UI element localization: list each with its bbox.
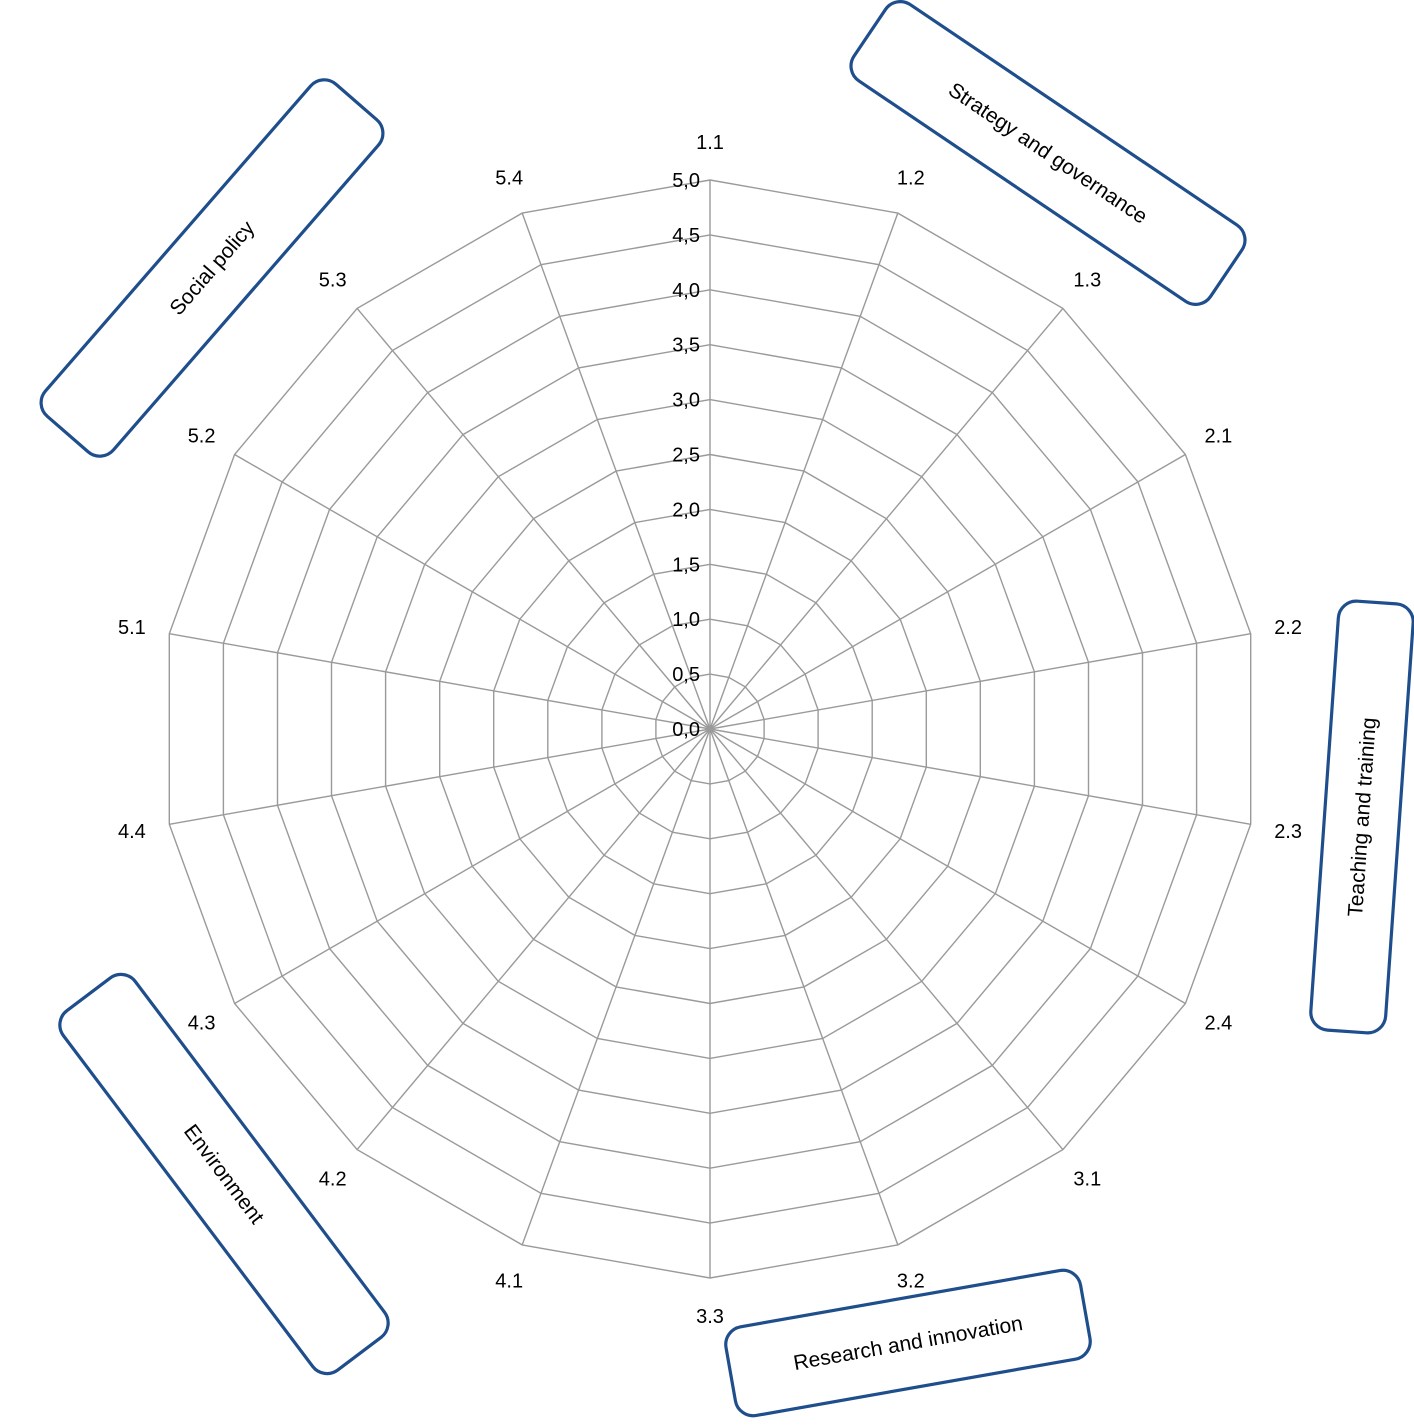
category-box-2: Teaching and training — [1309, 599, 1414, 1035]
axis-label-2.3: 2.3 — [1274, 821, 1302, 843]
axis-label-3.1: 3.1 — [1073, 1169, 1101, 1191]
spoke-3.1 — [709, 728, 1064, 1151]
axis-label-3.2: 3.2 — [897, 1271, 925, 1293]
axis-label-2.2: 2.2 — [1274, 617, 1302, 639]
spoke-4.4 — [169, 728, 711, 825]
category-box-border — [39, 78, 385, 458]
axis-label-5.4: 5.4 — [495, 167, 523, 189]
axis-label-4.2: 4.2 — [319, 1169, 347, 1191]
spoke-2.2 — [709, 633, 1251, 730]
radial-tick-labels: 0,0 0,5 1,0 1,5 2,0 2,5 3,0 3,5 4,0 4,5 5,0 — [672, 170, 700, 741]
spoke-4.1 — [521, 728, 711, 1246]
category-box-3: Research and innovation — [724, 1268, 1092, 1418]
spoke-5.3 — [356, 307, 711, 730]
tick-label: 3,5 — [672, 335, 700, 357]
category-boxes: Strategy and governance Teaching and trai… — [39, 0, 1414, 1418]
tick-label: 4,0 — [672, 280, 700, 302]
spoke-2.4 — [709, 728, 1186, 1005]
axis-labels: 1.1 1.2 1.3 2.1 2.2 2.3 2.4 3.1 3.2 3.3 4.1 4.2 4.3 4… — [118, 132, 1302, 1328]
tick-label: 1,5 — [672, 554, 700, 576]
tick-label: 5,0 — [672, 170, 700, 192]
category-box-1: Strategy and governance — [849, 0, 1247, 306]
category-box-4: Environment — [58, 972, 390, 1376]
spoke-5.1 — [169, 633, 711, 730]
axis-label-4.4: 4.4 — [118, 821, 146, 843]
axis-label-4.3: 4.3 — [188, 1013, 216, 1035]
axis-label-5.3: 5.3 — [319, 269, 347, 291]
axis-label-1.1: 1.1 — [696, 132, 724, 154]
axis-label-2.1: 2.1 — [1204, 426, 1232, 448]
tick-label: 2,0 — [672, 499, 700, 521]
axis-label-1.3: 1.3 — [1073, 269, 1101, 291]
category-box-border — [1309, 599, 1414, 1035]
category-box-5: Social policy — [39, 78, 385, 458]
axis-label-2.4: 2.4 — [1204, 1013, 1232, 1035]
spoke-2.3 — [709, 728, 1251, 825]
tick-label: 1,0 — [672, 609, 700, 631]
axis-label-1.2: 1.2 — [897, 167, 925, 189]
spoke-1.3 — [709, 307, 1064, 730]
tick-label: 0,0 — [672, 719, 700, 741]
category-box-border — [58, 972, 390, 1376]
spoke-3.2 — [709, 728, 899, 1246]
spoke-1.2 — [709, 212, 899, 730]
spoke-4.2 — [356, 728, 711, 1151]
tick-label: 2,5 — [672, 445, 700, 467]
category-box-border — [724, 1268, 1092, 1418]
category-box-border — [849, 0, 1247, 306]
spoke-5.4 — [521, 212, 711, 730]
spoke-5.2 — [234, 453, 711, 730]
tick-label: 4,5 — [672, 225, 700, 247]
tick-label: 0,5 — [672, 664, 700, 686]
axis-label-4.1: 4.1 — [495, 1271, 523, 1293]
axis-label-5.1: 5.1 — [118, 617, 146, 639]
spoke-2.1 — [709, 453, 1186, 730]
axis-label-5.2: 5.2 — [188, 426, 216, 448]
tick-label: 3,0 — [672, 390, 700, 412]
spoke-4.3 — [234, 728, 711, 1005]
radar-spokes — [169, 180, 1251, 1278]
axis-label-3.3: 3.3 — [696, 1306, 724, 1328]
